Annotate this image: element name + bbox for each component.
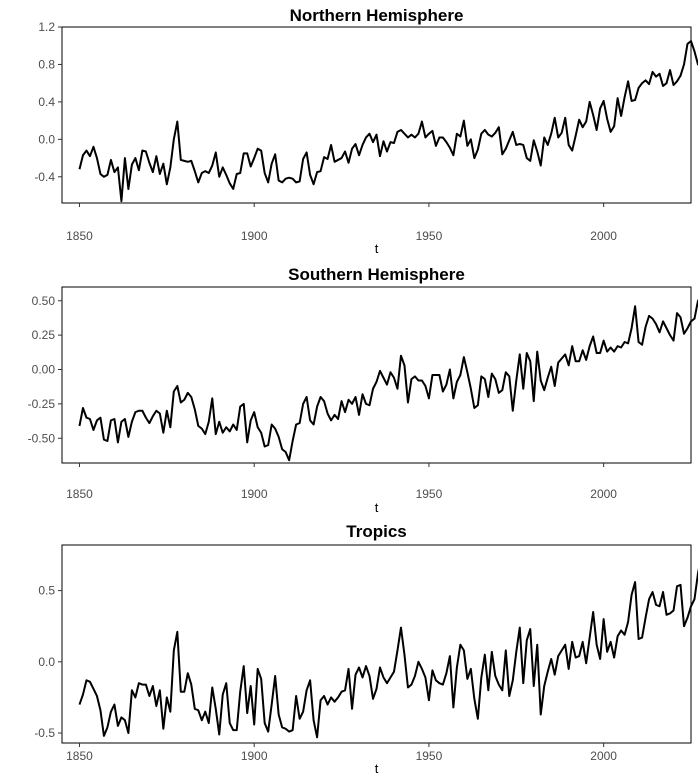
y-tick-label: 0.8 [38, 57, 55, 71]
y-tick-label: 0.50 [32, 294, 56, 308]
x-tick-label: 1850 [66, 487, 93, 501]
x-tick-label: 1950 [416, 749, 443, 763]
chart-title: Tropics [346, 522, 406, 541]
temperature-series-line [78, 40, 698, 203]
y-tick-label: 0.5 [38, 584, 55, 598]
y-tick-label: -0.50 [28, 431, 56, 445]
chart-title: Southern Hemisphere [288, 265, 465, 284]
y-tick-label: 0.4 [38, 95, 55, 109]
x-axis-label: t [375, 500, 379, 515]
x-tick-label: 1950 [416, 487, 443, 501]
x-tick-label: 1900 [241, 749, 268, 763]
y-tick-label: -0.5 [34, 726, 55, 740]
x-tick-label: 2000 [590, 749, 617, 763]
temperature-series-line [78, 568, 698, 739]
x-tick-label: 1850 [66, 749, 93, 763]
plot-frame [61, 544, 692, 744]
y-tick-label: 0.25 [32, 328, 56, 342]
chart-panel-1: Northern Hemisphere -0.4 0.0 0.4 0.8 1.2 1850 1… [34, 6, 698, 256]
plot-frame [61, 26, 692, 204]
x-tick-label: 1950 [416, 229, 443, 243]
x-axis-label: t [375, 241, 379, 256]
y-tick-label: 0.0 [38, 132, 55, 146]
x-tick-label: 1850 [66, 229, 93, 243]
x-tick-label: 1900 [241, 487, 268, 501]
y-tick-label: 0.0 [38, 655, 55, 669]
chart-panel-2: Southern Hemisphere -0.50 -0.25 0.00 0.25 0.5… [28, 265, 698, 515]
chart-title: Northern Hemisphere [290, 6, 464, 25]
x-tick-label: 2000 [590, 487, 617, 501]
plot-frame [61, 286, 692, 464]
chart-panel-3: Tropics -0.5 0.0 0.5 1850 1900 1950 2000 t [34, 522, 698, 776]
x-axis-label: t [375, 761, 379, 776]
y-tick-label: 0.00 [32, 363, 56, 377]
temperature-series-line [78, 299, 698, 462]
x-tick-label: 1900 [241, 229, 268, 243]
y-tick-label: -0.25 [28, 397, 56, 411]
y-tick-label: -0.4 [34, 170, 55, 184]
x-tick-label: 2000 [590, 229, 617, 243]
y-tick-label: 1.2 [38, 20, 55, 34]
